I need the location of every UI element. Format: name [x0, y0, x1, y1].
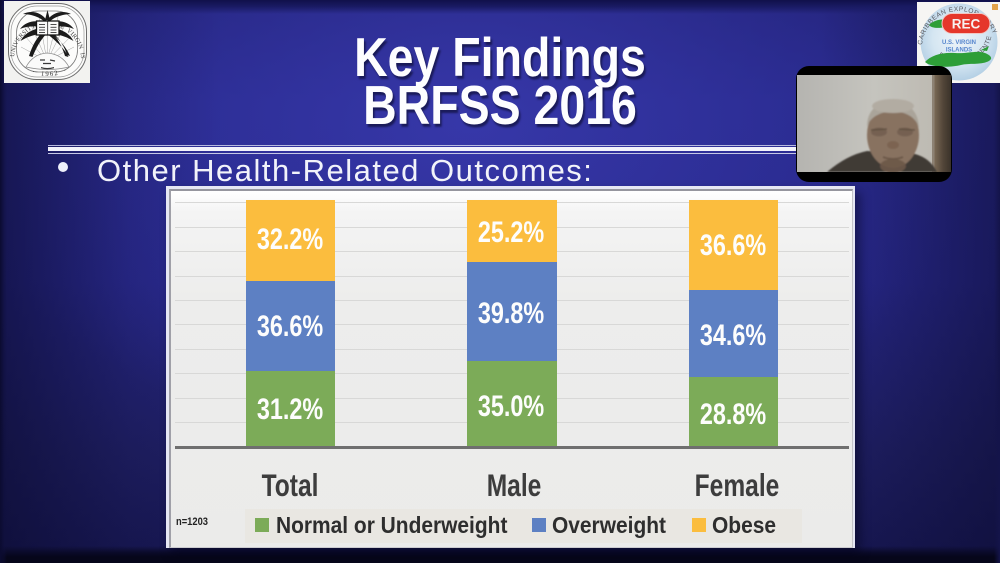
- svg-text:ISLANDS: ISLANDS: [946, 48, 972, 54]
- svg-text:U.S. VIRGIN: U.S. VIRGIN: [942, 40, 976, 46]
- svg-text:REC: REC: [952, 16, 981, 31]
- svg-text:· 1962 ·: · 1962 ·: [31, 67, 68, 78]
